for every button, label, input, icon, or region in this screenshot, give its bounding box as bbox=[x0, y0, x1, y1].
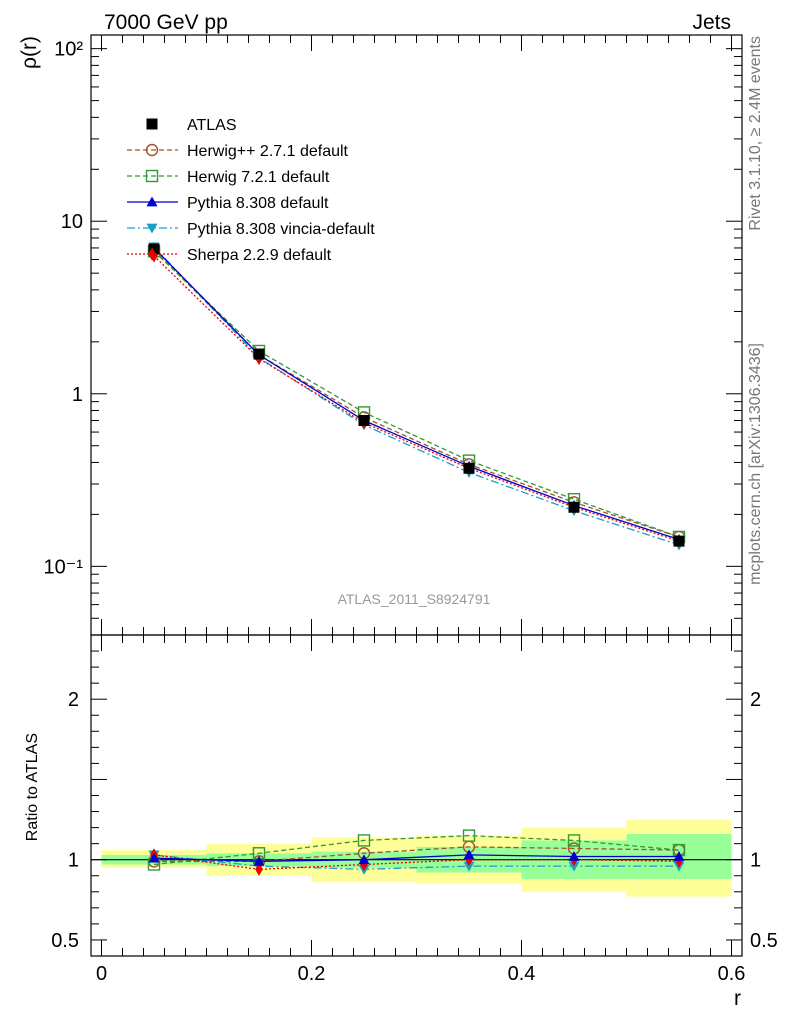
legend-label: Pythia 8.308 default bbox=[187, 195, 329, 212]
series-line bbox=[153, 247, 680, 541]
data-point-square-open bbox=[357, 834, 371, 847]
data-point-triangle-up bbox=[463, 849, 475, 860]
data-point-triangle-up bbox=[673, 850, 685, 861]
series-line bbox=[153, 250, 680, 538]
y-tick-label: 10 bbox=[61, 211, 83, 233]
x-axis-title: r bbox=[734, 987, 741, 1010]
main-y-axis: 10⁻¹ 1 10 10² bbox=[44, 39, 742, 636]
ratio-series-line bbox=[153, 854, 680, 870]
y-tick-label: 10² bbox=[54, 39, 83, 61]
data-point-square bbox=[463, 462, 475, 474]
data-point-diamond bbox=[465, 853, 473, 867]
series-line bbox=[153, 246, 680, 546]
data-point-square-open bbox=[567, 834, 581, 847]
legend-label: ATLAS bbox=[187, 117, 237, 134]
data-point-triangle-down bbox=[568, 861, 580, 872]
ratio-tick-label: 2 bbox=[750, 689, 761, 711]
legend-label: Pythia 8.308 vincia-default bbox=[187, 221, 375, 238]
data-point-triangle-down bbox=[146, 223, 158, 234]
ratio-y-axis: 0.5 0.5 1 1 2 2 bbox=[51, 634, 778, 957]
ratio-tick-label: 1 bbox=[68, 850, 79, 872]
x-tick-label: 0.4 bbox=[508, 963, 536, 985]
main-series-layer bbox=[147, 242, 686, 551]
data-point-triangle-down bbox=[463, 861, 475, 872]
series-line bbox=[153, 255, 680, 542]
x-tick-label: 0.6 bbox=[718, 963, 746, 985]
x-tick-label: 0.2 bbox=[298, 963, 326, 985]
data-point-square-open bbox=[145, 169, 159, 183]
mcplots-reference-label: mcplots.cern.ch [arXiv:1306.3436] bbox=[747, 343, 764, 585]
ratio-series-line bbox=[153, 854, 679, 862]
data-point-diamond bbox=[360, 857, 368, 872]
data-point-square bbox=[568, 501, 580, 513]
data-point-square bbox=[148, 243, 160, 255]
ratio-series-line bbox=[153, 854, 679, 870]
data-point-square bbox=[673, 535, 685, 547]
series-line bbox=[153, 249, 680, 538]
data-point-square bbox=[358, 415, 370, 427]
legend-label: Herwig++ 2.7.1 default bbox=[187, 143, 349, 160]
data-point-triangle-up bbox=[253, 855, 265, 866]
data-point-triangle-up bbox=[568, 850, 580, 861]
ratio-panel-frame bbox=[90, 634, 743, 957]
x-axis: 0 0.2 0.4 0.6 bbox=[96, 35, 745, 985]
data-point-square bbox=[146, 118, 158, 130]
y-axis-title: ρ(r) bbox=[18, 36, 41, 69]
data-point-circle-open bbox=[145, 143, 159, 157]
x-tick-label: 0 bbox=[96, 963, 107, 985]
data-point-square bbox=[253, 348, 265, 360]
data-point-diamond bbox=[255, 862, 263, 876]
y-tick-label: 1 bbox=[72, 384, 83, 406]
legend: ATLAS Herwig++ 2.7.1 default Herwig 7.2.1 … bbox=[127, 117, 375, 264]
y-tick-label: 10⁻¹ bbox=[44, 556, 84, 578]
ratio-series-layer bbox=[147, 829, 686, 876]
header-category-label: Jets bbox=[692, 11, 731, 34]
data-point-triangle-up bbox=[358, 854, 370, 865]
analysis-id-label: ATLAS_2011_S8924791 bbox=[338, 591, 491, 607]
ratio-tick-label: 2 bbox=[68, 689, 79, 711]
legend-label: Herwig 7.2.1 default bbox=[187, 169, 330, 186]
ratio-axis-title: Ratio to ATLAS bbox=[24, 733, 41, 841]
ratio-tick-label: 0.5 bbox=[750, 930, 778, 952]
data-point-triangle-up bbox=[148, 852, 160, 863]
data-point-triangle-up bbox=[146, 196, 158, 207]
data-point-square-open bbox=[462, 829, 476, 842]
legend-label: Sherpa 2.2.9 default bbox=[187, 247, 332, 264]
header-process-label: 7000 GeV pp bbox=[104, 11, 228, 34]
rivet-version-label: Rivet 3.1.10, ≥ 2.4M events bbox=[747, 36, 764, 231]
ratio-tick-label: 1 bbox=[750, 850, 761, 872]
data-point-diamond bbox=[148, 247, 156, 261]
ratio-tick-label: 0.5 bbox=[51, 930, 79, 952]
